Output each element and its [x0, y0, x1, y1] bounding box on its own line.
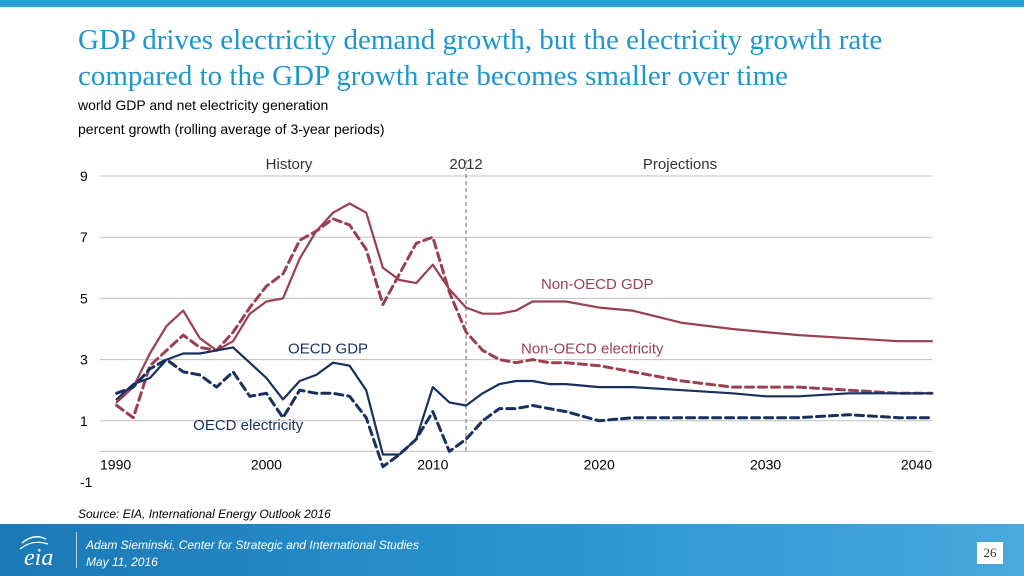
x-tick-label: 2010: [417, 456, 448, 472]
footer-bar: eia Adam Sieminski, Center for Strategic…: [0, 524, 1024, 576]
series-label-oecd-gdp: OECD GDP: [288, 340, 368, 357]
source-note: Source: EIA, International Energy Outloo…: [78, 507, 331, 521]
x-tick-label: 2040: [901, 456, 932, 472]
presenter-text: Adam Sieminski, Center for Strategic and…: [86, 538, 419, 552]
svg-text:eia: eia: [24, 545, 53, 571]
x-tick-label: 2000: [251, 456, 282, 472]
x-tick-label: 2030: [750, 456, 781, 472]
x-tick-label: 2020: [584, 456, 615, 472]
series-label-non-oecd-electricity: Non-OECD electricity: [521, 340, 664, 357]
y-tick-label: 9: [80, 168, 88, 184]
y-tick-label: 1: [80, 413, 88, 429]
eia-logo: eia: [19, 535, 53, 571]
top-accent-bar: [0, 0, 1024, 7]
x-tick-label: 1990: [100, 456, 131, 472]
series-label-non-oecd-gdp: Non-OECD GDP: [541, 276, 654, 293]
chart-units-subtitle: percent growth (rolling average of 3-yea…: [78, 121, 385, 137]
presentation-date: May 11, 2016: [86, 555, 158, 569]
slide-title: GDP drives electricity demand growth, bu…: [78, 24, 883, 92]
footer-divider: [76, 532, 77, 568]
series-line-non-oecd-electricity: [115, 217, 934, 420]
history-label: History: [266, 156, 313, 173]
series-line-oecd-electricity: [115, 358, 934, 469]
y-tick-label: 5: [80, 290, 88, 306]
y-tick-label: -1: [80, 474, 93, 490]
chart-subtitle: world GDP and net electricity generation: [78, 97, 329, 113]
series-label-oecd-electricity: OECD electricity: [193, 417, 304, 434]
series-line-oecd-gdp: [115, 346, 934, 456]
divider-year-label: 2012: [449, 156, 482, 173]
series-line-non-oecd-gdp: [115, 202, 934, 404]
page-number: 26: [977, 542, 1003, 564]
y-tick-label: 7: [80, 229, 88, 245]
projections-label: Projections: [643, 156, 717, 173]
y-tick-label: 3: [80, 352, 88, 368]
